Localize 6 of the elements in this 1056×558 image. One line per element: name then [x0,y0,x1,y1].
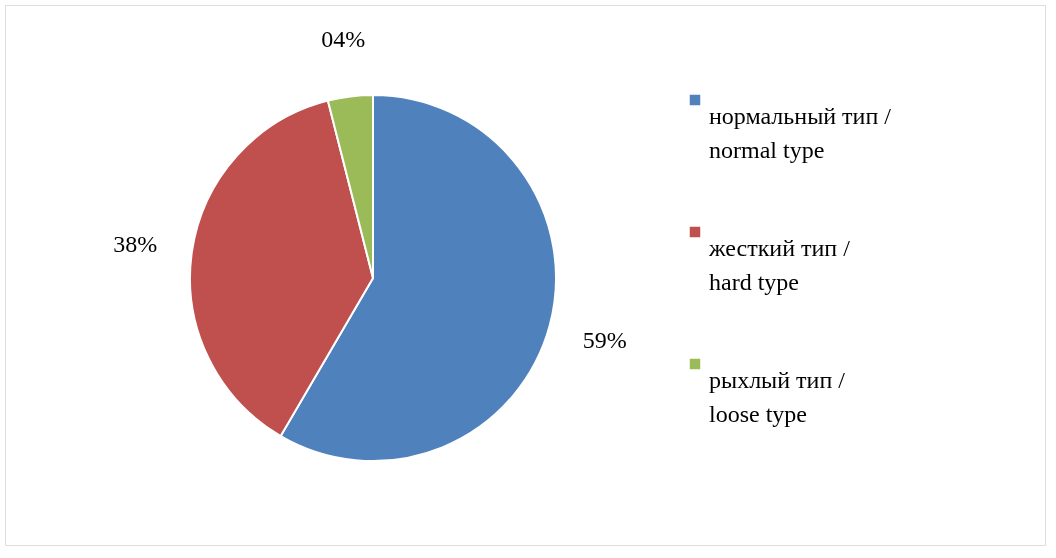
data-label: 04% [321,25,366,52]
data-label: 38% [113,230,158,257]
data-label: 59% [582,326,627,353]
legend-label: нормальный тип / normal type [709,103,892,163]
legend-label: жесткий тип / hard type [708,235,851,295]
legend-label: рыхлый тип / loose type [709,367,846,427]
